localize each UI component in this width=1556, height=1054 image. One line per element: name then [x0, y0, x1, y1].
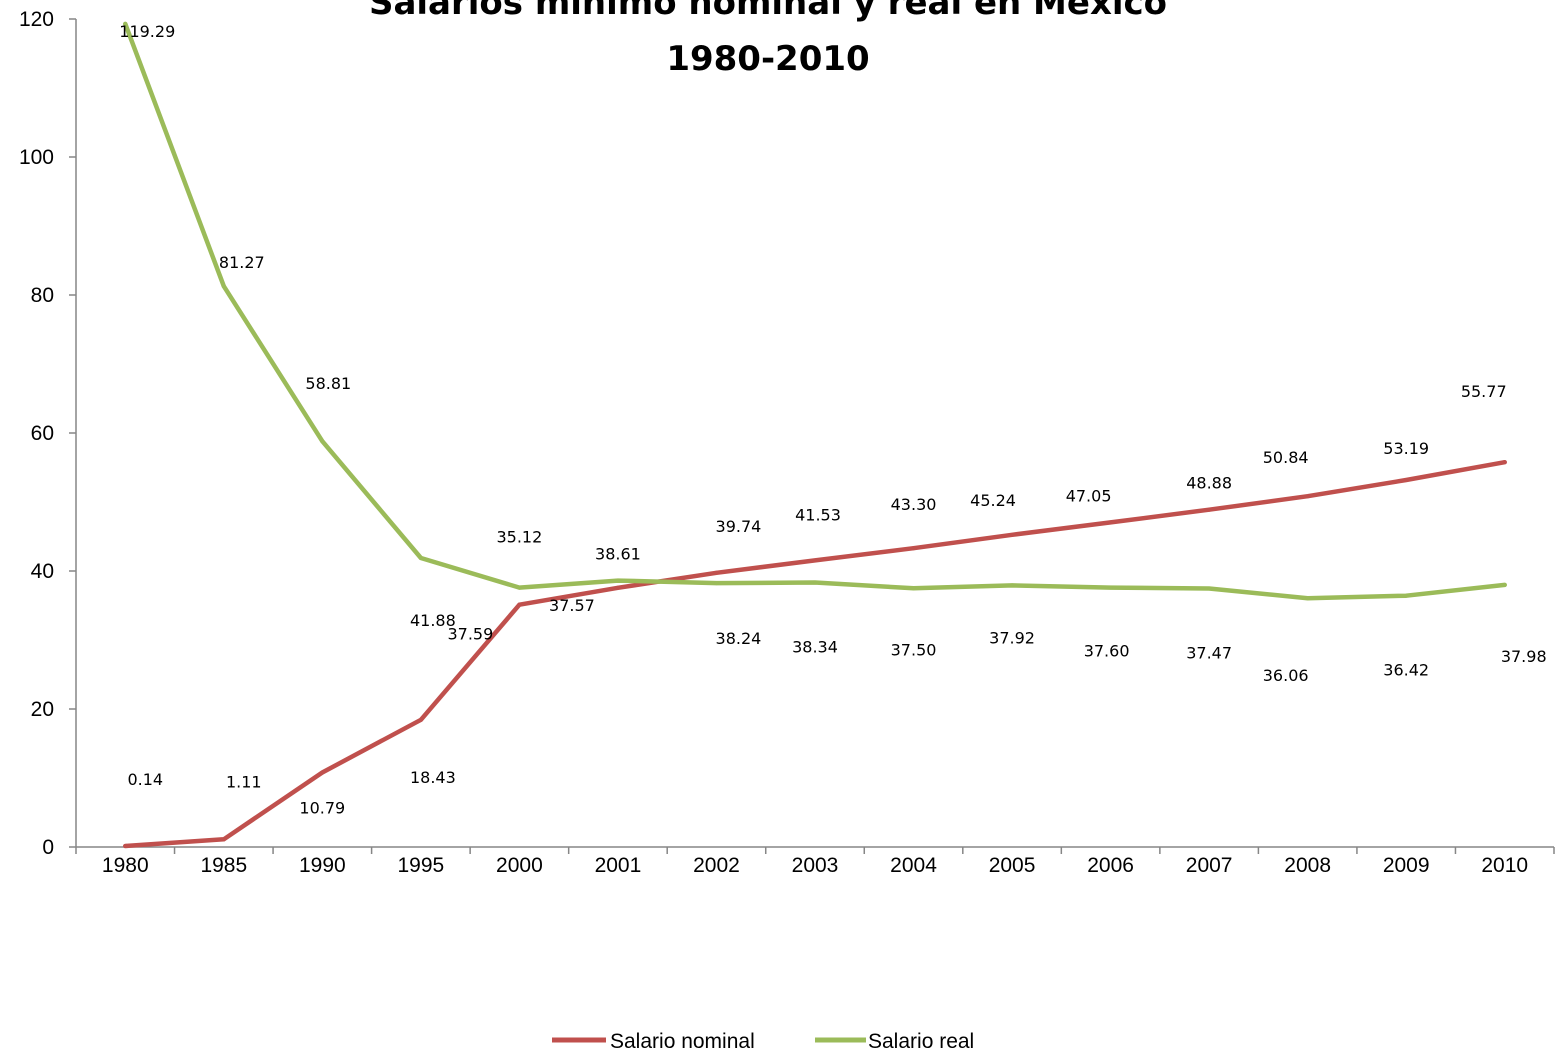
data-point: [1108, 520, 1113, 525]
data-point: [615, 585, 620, 590]
data-label: 10.79: [299, 799, 345, 818]
data-point: [517, 585, 522, 590]
x-tick-label: 2008: [1284, 854, 1331, 877]
data-label: 53.19: [1383, 439, 1429, 458]
data-point: [714, 570, 719, 575]
data-label: 37.57: [549, 596, 595, 615]
x-tick-label: 1980: [102, 854, 149, 877]
data-point: [1010, 583, 1015, 588]
x-tick-label: 2001: [595, 854, 642, 877]
data-point: [1207, 507, 1212, 512]
data-point: [320, 770, 325, 775]
x-tick-label: 2000: [496, 854, 543, 877]
data-point: [1305, 494, 1310, 499]
legend-label: Salario nominal: [610, 1030, 755, 1053]
data-point: [123, 21, 128, 26]
data-point: [1502, 460, 1507, 465]
data-point: [1404, 477, 1409, 482]
data-label: 36.42: [1383, 661, 1429, 680]
x-tick-label: 2002: [693, 854, 740, 877]
y-tick-label: 40: [31, 560, 54, 583]
data-point: [418, 556, 423, 561]
data-label: 0.14: [127, 770, 163, 789]
x-tick-label: 2007: [1186, 854, 1233, 877]
y-tick-label: 60: [31, 422, 54, 445]
data-point: [615, 578, 620, 583]
y-tick-label: 100: [19, 146, 54, 169]
x-tick-label: 2006: [1087, 854, 1134, 877]
data-label: 35.12: [496, 528, 542, 547]
y-tick-label: 20: [31, 698, 54, 721]
y-tick-label: 0: [42, 836, 54, 859]
data-point: [813, 558, 817, 563]
data-label: 37.47: [1186, 643, 1232, 662]
data-label: 1.11: [226, 772, 262, 791]
data-point: [123, 844, 128, 849]
data-point: [813, 580, 817, 585]
data-label: 47.05: [1066, 486, 1112, 505]
data-point: [1010, 532, 1015, 537]
data-label: 81.27: [219, 253, 265, 272]
data-point: [911, 546, 916, 551]
data-label: 37.98: [1501, 647, 1547, 666]
legend: Salario nominal Salario real: [552, 1030, 974, 1053]
x-tick-label: 1995: [398, 854, 445, 877]
legend-label: Salario real: [868, 1030, 974, 1053]
x-tick-label: 1990: [299, 854, 346, 877]
series-layer: [123, 21, 1507, 849]
data-label: 41.88: [410, 611, 456, 630]
data-label: 37.59: [447, 625, 493, 644]
chart-title: Salarios mínimo nominal y real en México: [369, 0, 1167, 23]
data-label: 36.06: [1263, 666, 1309, 685]
data-label: 39.74: [716, 517, 762, 536]
data-point: [418, 717, 423, 722]
data-point: [1305, 596, 1310, 601]
data-point: [1502, 582, 1507, 587]
data-point: [911, 586, 916, 591]
data-label: 55.77: [1461, 382, 1507, 401]
data-label: 41.53: [795, 505, 841, 524]
data-point: [1108, 585, 1113, 590]
axes: 0 20 40 60 80 100 120 1980 1985 1990 1995 2000 2001 2…: [19, 8, 1555, 877]
x-tick-label: 2005: [989, 854, 1036, 877]
data-point: [221, 284, 226, 289]
x-tick-label: 1985: [200, 854, 247, 877]
x-tick-label: 2010: [1481, 854, 1528, 877]
data-label: 37.60: [1084, 642, 1130, 661]
data-point: [517, 602, 522, 607]
data-label: 48.88: [1186, 474, 1232, 493]
data-label: 119.29: [119, 22, 175, 41]
data-label: 37.50: [891, 640, 937, 659]
data-label: 38.61: [595, 545, 641, 564]
data-point: [221, 837, 226, 842]
data-label: 58.81: [305, 374, 351, 393]
chart-subtitle: 1980-2010: [666, 39, 869, 79]
data-labels: 0.14 1.11 10.79 18.43 35.12 37.57 39.74 41.53 43…: [119, 22, 1546, 818]
data-label: 18.43: [410, 768, 456, 787]
data-point: [1404, 593, 1409, 598]
data-label: 37.92: [989, 628, 1035, 647]
data-label: 43.30: [891, 495, 937, 514]
data-point: [1207, 586, 1212, 591]
data-point: [714, 581, 719, 586]
y-tick-label: 120: [19, 8, 54, 31]
x-tick-label: 2003: [792, 854, 839, 877]
data-label: 38.34: [792, 637, 838, 656]
data-label: 50.84: [1263, 448, 1309, 467]
data-label: 45.24: [970, 491, 1016, 510]
x-tick-label: 2004: [890, 854, 937, 877]
x-tick-label: 2009: [1383, 854, 1430, 877]
data-point: [320, 439, 325, 444]
y-tick-label: 80: [31, 284, 54, 307]
data-label: 38.24: [716, 629, 762, 648]
